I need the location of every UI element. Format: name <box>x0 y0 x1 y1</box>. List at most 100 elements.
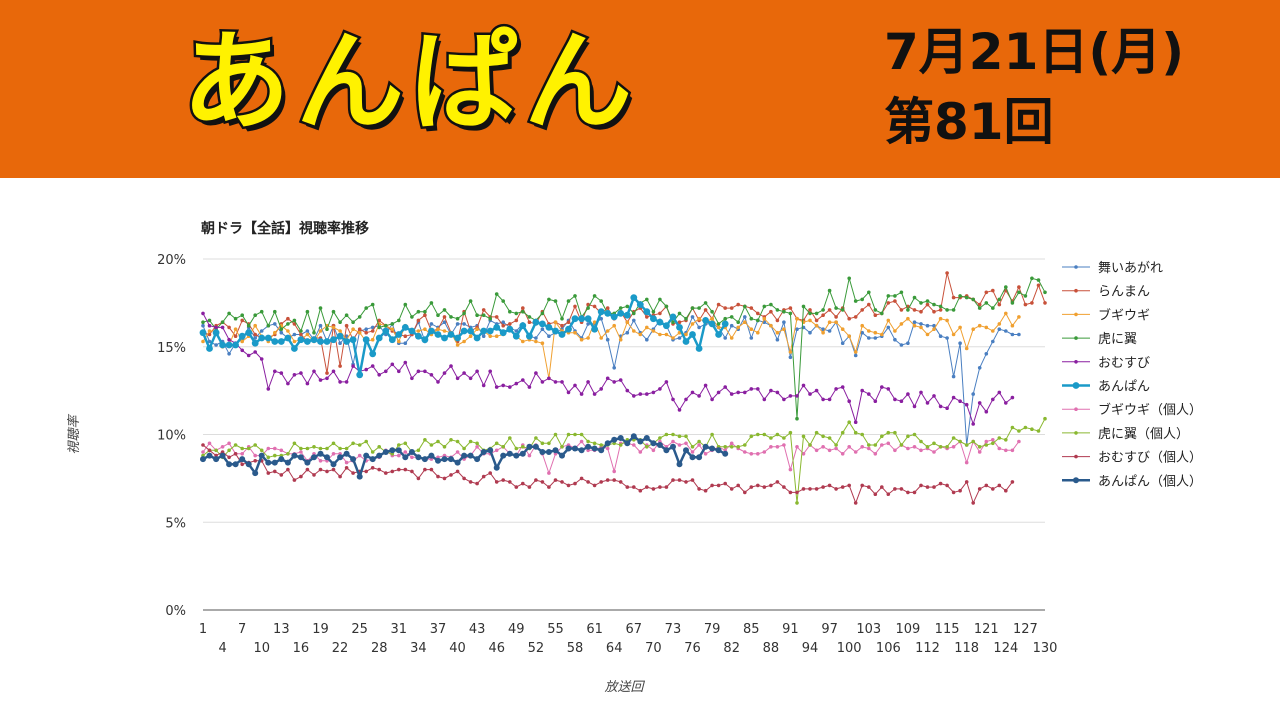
legend-item[interactable]: 虎に翼 <box>1062 332 1137 347</box>
data-point <box>632 443 636 447</box>
data-point <box>560 316 564 321</box>
data-point <box>624 440 631 447</box>
data-point <box>604 440 611 447</box>
data-point <box>632 329 636 333</box>
data-point <box>991 487 995 491</box>
data-point <box>669 313 677 321</box>
data-point <box>338 446 342 451</box>
data-point <box>423 309 427 314</box>
data-point <box>958 325 962 330</box>
data-point <box>1036 283 1041 288</box>
data-point <box>1036 429 1041 433</box>
data-point <box>782 320 786 325</box>
data-point <box>435 457 441 464</box>
data-point <box>318 459 323 463</box>
data-point <box>449 438 453 442</box>
data-point <box>867 485 871 489</box>
data-point <box>932 441 936 446</box>
legend-item[interactable]: 舞いあがれ <box>1062 261 1163 276</box>
data-point <box>291 345 298 352</box>
data-point <box>586 380 590 384</box>
data-point <box>357 330 362 335</box>
data-point <box>573 432 577 437</box>
legend-item[interactable]: 虎に翼（個人） <box>1062 427 1189 442</box>
data-point <box>467 327 474 335</box>
data-point <box>284 334 292 342</box>
data-point <box>840 341 845 346</box>
data-point <box>840 485 845 489</box>
x-tick-label: 88 <box>763 641 780 656</box>
data-point <box>873 399 878 404</box>
legend-label: おむすび（個人） <box>1098 451 1202 466</box>
data-point <box>227 352 231 356</box>
data-point <box>867 290 871 295</box>
data-point <box>455 343 460 347</box>
data-point <box>377 318 382 323</box>
data-point <box>207 441 212 446</box>
data-point <box>853 430 858 435</box>
data-point <box>650 440 657 447</box>
data-point <box>912 445 917 449</box>
data-point <box>677 320 682 325</box>
data-point <box>362 336 370 344</box>
data-point <box>286 322 290 326</box>
data-point <box>200 456 206 463</box>
data-point <box>1023 425 1028 430</box>
data-point <box>984 325 989 330</box>
data-point <box>539 320 546 328</box>
data-point <box>695 345 703 352</box>
data-point <box>775 318 780 323</box>
data-point <box>723 385 727 389</box>
y-tick-label: 0% <box>165 604 186 619</box>
data-point <box>540 311 545 316</box>
data-point <box>449 315 453 319</box>
data-point <box>597 308 605 316</box>
data-point <box>821 313 825 318</box>
data-point <box>991 339 995 344</box>
data-point <box>532 318 540 326</box>
data-point <box>756 318 760 323</box>
data-point <box>677 336 682 340</box>
data-point <box>703 301 708 305</box>
legend-item[interactable]: おむすび（個人） <box>1062 451 1202 466</box>
data-point <box>1017 290 1021 295</box>
x-tick-label: 64 <box>606 641 623 656</box>
data-point <box>207 329 212 333</box>
y-axis-ticks: 0% 5% 10% 15% 20% <box>157 253 186 619</box>
data-point <box>769 302 773 307</box>
data-point <box>671 478 675 482</box>
x-tick-label: 13 <box>273 622 290 637</box>
x-tick-label: 34 <box>410 641 427 656</box>
data-point <box>545 324 553 331</box>
data-point <box>658 485 662 489</box>
legend-item[interactable]: おむすび <box>1062 356 1150 371</box>
data-point <box>1017 332 1021 337</box>
data-point <box>349 336 357 344</box>
x-tick-label: 127 <box>1013 622 1038 637</box>
data-point <box>246 353 251 358</box>
x-tick-label: 109 <box>896 622 921 637</box>
data-point <box>984 301 989 305</box>
data-point <box>721 320 729 328</box>
data-point <box>514 446 519 451</box>
legend-item[interactable]: らんまん <box>1062 285 1150 300</box>
data-point <box>716 302 721 307</box>
data-point <box>480 327 488 335</box>
data-point <box>723 336 727 340</box>
data-point <box>390 327 395 332</box>
data-point <box>226 461 233 468</box>
x-tick-label: 91 <box>782 622 799 637</box>
data-point <box>513 452 520 459</box>
legend-item[interactable]: ブギウギ <box>1062 307 1150 323</box>
legend-item[interactable]: あんぱん（個人） <box>1062 474 1202 489</box>
data-point <box>436 327 440 332</box>
data-point <box>873 452 878 456</box>
data-point <box>893 430 897 435</box>
data-point <box>251 339 259 347</box>
legend-item[interactable]: あんぱん <box>1062 380 1150 395</box>
legend-item[interactable]: ブギウギ（個人） <box>1062 402 1202 418</box>
data-point <box>397 453 401 458</box>
data-point <box>795 316 799 321</box>
data-point <box>312 473 316 477</box>
data-point <box>297 336 305 344</box>
